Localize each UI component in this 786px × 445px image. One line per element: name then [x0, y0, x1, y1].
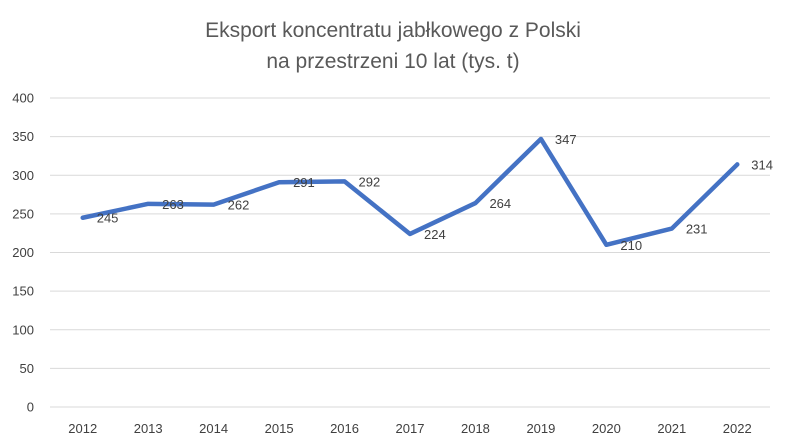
data-label: 262 — [228, 198, 250, 213]
y-tick-label: 0 — [27, 400, 34, 415]
series-line-path — [80, 136, 740, 248]
y-tick-label: 400 — [12, 91, 34, 106]
x-tick-label: 2012 — [68, 421, 97, 436]
series-line — [80, 136, 740, 248]
chart-title-line-1: Eksport koncentratu jabłkowego z Polski — [205, 19, 581, 42]
x-tick-label: 2022 — [723, 421, 752, 436]
y-axis: 0 50 100 150 200 250 300 350 400 — [12, 91, 34, 415]
data-label: 245 — [97, 211, 119, 226]
x-tick-label: 2019 — [526, 421, 555, 436]
data-label: 314 — [751, 157, 773, 172]
x-axis: 2012 2013 2014 2015 2016 2017 2018 2019 2020 2021… — [68, 421, 751, 436]
data-label: 231 — [686, 222, 708, 237]
data-label: 347 — [555, 132, 577, 147]
data-label: 292 — [359, 174, 381, 189]
gridlines — [50, 97, 770, 408]
y-tick-label: 250 — [12, 206, 34, 221]
chart-title: Eksport koncentratu jabłkowego z Polski … — [205, 19, 581, 73]
x-tick-label: 2020 — [592, 421, 621, 436]
y-tick-label: 350 — [12, 129, 34, 144]
y-tick-label: 200 — [12, 245, 34, 260]
data-label: 263 — [162, 197, 184, 212]
x-tick-label: 2015 — [265, 421, 294, 436]
chart-title-line-2: na przestrzeni 10 lat (tys. t) — [266, 50, 519, 73]
x-tick-label: 2018 — [461, 421, 490, 436]
y-tick-label: 50 — [20, 361, 34, 376]
x-tick-label: 2016 — [330, 421, 359, 436]
data-label: 291 — [293, 175, 315, 190]
y-tick-label: 300 — [12, 168, 34, 183]
x-tick-label: 2014 — [199, 421, 228, 436]
y-tick-label: 100 — [12, 322, 34, 337]
x-tick-label: 2017 — [396, 421, 425, 436]
x-tick-label: 2013 — [134, 421, 163, 436]
data-label: 210 — [620, 238, 642, 253]
data-label: 224 — [424, 227, 446, 242]
data-labels: 245 263 262 291 292 224 264 347 210 231 314 — [97, 132, 773, 253]
data-label: 264 — [489, 196, 511, 211]
y-tick-label: 150 — [12, 284, 34, 299]
x-tick-label: 2021 — [657, 421, 686, 436]
